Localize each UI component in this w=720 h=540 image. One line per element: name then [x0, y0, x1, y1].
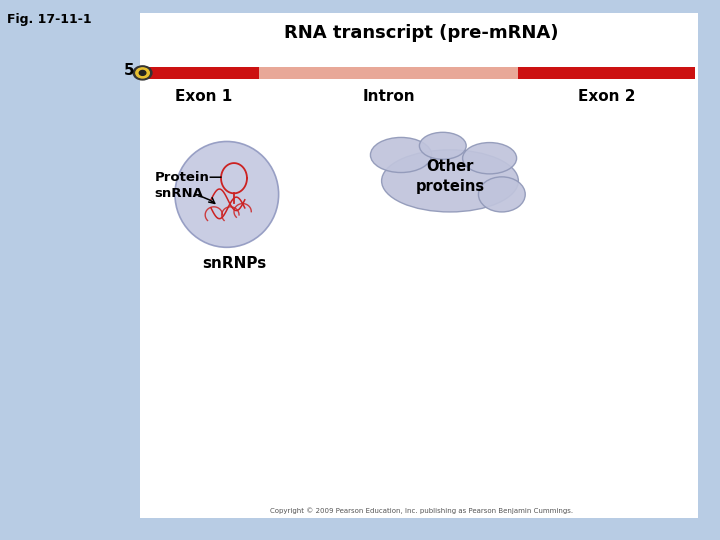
Text: 5: 5 [125, 63, 135, 78]
Text: Intron: Intron [362, 89, 415, 104]
Ellipse shape [370, 137, 432, 172]
Text: snRNA: snRNA [155, 187, 204, 200]
Text: Other
proteins: Other proteins [415, 159, 485, 194]
Circle shape [133, 66, 152, 80]
Ellipse shape [478, 177, 526, 212]
Bar [140, 14, 698, 518]
Bar [259, 67, 518, 79]
Ellipse shape [175, 141, 279, 247]
Text: RNA transcript (pre-mRNA): RNA transcript (pre-mRNA) [284, 24, 559, 42]
Ellipse shape [463, 143, 517, 174]
Bar [148, 67, 259, 79]
Text: Exon 1: Exon 1 [175, 89, 233, 104]
Ellipse shape [419, 132, 467, 159]
Text: snRNPs: snRNPs [202, 256, 266, 272]
Text: Exon 2: Exon 2 [578, 89, 636, 104]
Ellipse shape [382, 150, 518, 212]
Circle shape [136, 68, 149, 78]
Bar [518, 67, 695, 79]
Text: Protein—: Protein— [155, 171, 223, 184]
Text: Fig. 17-11-1: Fig. 17-11-1 [7, 14, 92, 26]
Text: Copyright © 2009 Pearson Education, Inc. publishing as Pearson Benjamin Cummings: Copyright © 2009 Pearson Education, Inc.… [269, 508, 573, 514]
Circle shape [139, 70, 146, 76]
